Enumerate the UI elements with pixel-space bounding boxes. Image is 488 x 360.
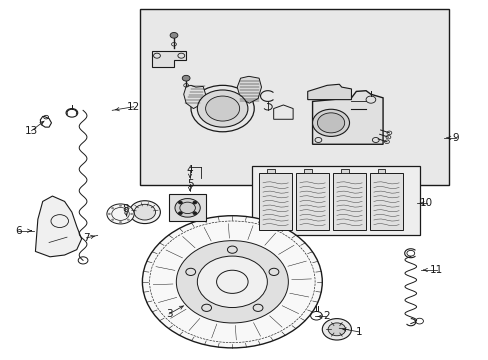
Circle shape bbox=[178, 212, 182, 215]
Circle shape bbox=[192, 212, 196, 215]
Polygon shape bbox=[307, 84, 351, 100]
Polygon shape bbox=[312, 91, 382, 144]
Text: 3: 3 bbox=[165, 309, 172, 319]
Circle shape bbox=[127, 219, 130, 221]
Bar bbox=[332, 173, 366, 230]
Text: 8: 8 bbox=[122, 204, 128, 214]
Text: 10: 10 bbox=[419, 198, 432, 208]
Bar bbox=[295, 173, 328, 230]
Circle shape bbox=[197, 256, 267, 307]
Bar bbox=[259, 173, 291, 230]
Polygon shape bbox=[273, 105, 292, 119]
Circle shape bbox=[130, 213, 133, 215]
Text: 1: 1 bbox=[355, 327, 361, 337]
Text: 7: 7 bbox=[83, 233, 90, 243]
Circle shape bbox=[178, 201, 182, 204]
Circle shape bbox=[119, 221, 122, 223]
Circle shape bbox=[134, 204, 155, 220]
Circle shape bbox=[191, 85, 254, 132]
Circle shape bbox=[192, 201, 196, 204]
Polygon shape bbox=[183, 85, 205, 109]
Circle shape bbox=[107, 204, 134, 224]
Bar bbox=[341, 168, 348, 173]
Text: 9: 9 bbox=[452, 133, 458, 143]
Bar bbox=[377, 168, 385, 173]
Text: 11: 11 bbox=[429, 265, 442, 275]
Circle shape bbox=[317, 113, 344, 133]
Bar bbox=[369, 173, 402, 230]
Bar bbox=[140, 9, 448, 185]
Polygon shape bbox=[35, 196, 81, 257]
Text: 2: 2 bbox=[322, 311, 329, 321]
Bar bbox=[251, 166, 419, 235]
Bar bbox=[304, 168, 311, 173]
Text: 4: 4 bbox=[186, 165, 193, 175]
Bar bbox=[169, 194, 205, 221]
Circle shape bbox=[205, 96, 239, 121]
Text: 5: 5 bbox=[186, 179, 193, 189]
Circle shape bbox=[197, 90, 247, 127]
Circle shape bbox=[176, 240, 288, 323]
Circle shape bbox=[170, 32, 178, 38]
Circle shape bbox=[182, 75, 190, 81]
Polygon shape bbox=[152, 51, 186, 67]
Bar bbox=[267, 168, 274, 173]
Circle shape bbox=[108, 213, 111, 215]
Circle shape bbox=[327, 323, 345, 336]
Circle shape bbox=[111, 207, 114, 209]
Circle shape bbox=[111, 219, 114, 221]
Circle shape bbox=[322, 319, 351, 340]
Text: 13: 13 bbox=[25, 126, 38, 136]
Circle shape bbox=[175, 199, 200, 217]
Circle shape bbox=[127, 207, 130, 209]
Circle shape bbox=[312, 109, 349, 136]
Circle shape bbox=[119, 204, 122, 207]
Polygon shape bbox=[237, 76, 261, 103]
Circle shape bbox=[142, 216, 322, 348]
Circle shape bbox=[129, 201, 160, 224]
Text: 12: 12 bbox=[127, 102, 140, 112]
Text: 6: 6 bbox=[15, 226, 21, 236]
